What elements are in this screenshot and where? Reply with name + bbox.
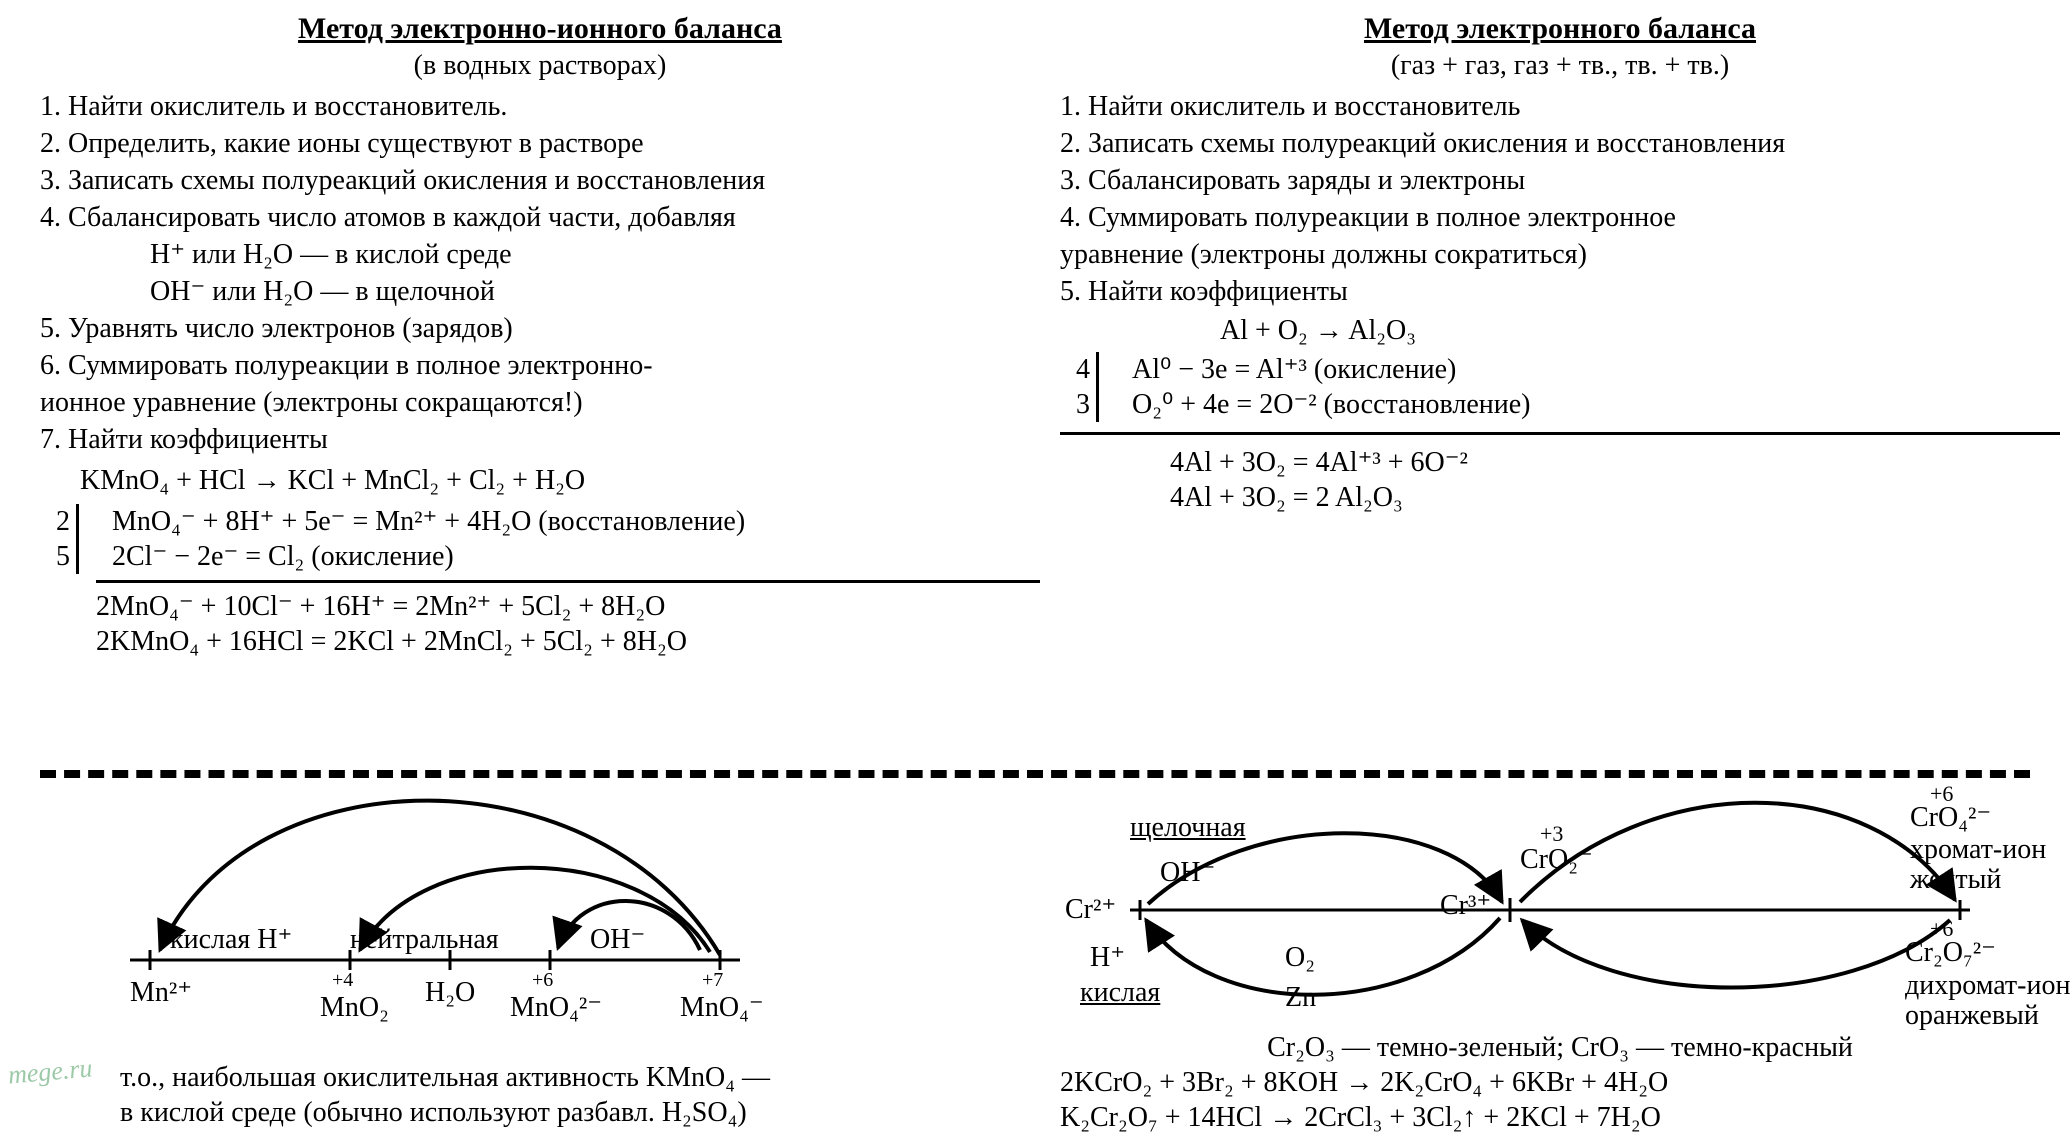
footer-line: т.о., наибольшая окислительная активност… bbox=[120, 1060, 1020, 1095]
right-main-equation: Al + O₂ → Al₂O₃ bbox=[1220, 313, 2060, 348]
multiplier: 3 bbox=[1060, 387, 1096, 422]
mn-diagram: кислая H⁺ нейтральная OH⁻ Mn²⁺ +4 MnO₂ H… bbox=[80, 790, 780, 1050]
step: 4. Суммировать полуреакции в полное элек… bbox=[1060, 200, 2060, 235]
cr-cr2o7: Cr₂O₇²⁻ bbox=[1905, 935, 1996, 970]
sum-eq: 4Al + 3O₂ = 4Al⁺³ + 6O⁻² bbox=[1170, 445, 2060, 480]
half-reaction-row: 3 O₂⁰ + 4e = 2O⁻² (восстановление) bbox=[1060, 387, 2060, 422]
cr-cro4-color: желтый bbox=[1910, 862, 2001, 897]
step-4a: H⁺ или H₂O — в кислой среде bbox=[150, 237, 1040, 272]
mn-neutral-label: нейтральная bbox=[350, 922, 499, 957]
cr-cro2: CrO₂⁻ bbox=[1520, 842, 1593, 877]
cr-oh-label: OH⁻ bbox=[1160, 855, 1215, 890]
sum-block: 2MnO₄⁻ + 10Cl⁻ + 16H⁺ = 2Mn²⁺ + 5Cl₂ + 8… bbox=[96, 580, 1040, 659]
cr-equation: 2KCrO₂ + 3Br₂ + 8KOH → 2K₂CrO₄ + 6KBr + … bbox=[1060, 1065, 2060, 1100]
sum-eq: 4Al + 3O₂ = 2 Al₂O₃ bbox=[1170, 480, 2060, 515]
cr-cro4: CrO₄²⁻ bbox=[1910, 800, 1991, 835]
cr-cr3: Cr³⁺ bbox=[1440, 888, 1491, 923]
sum-eq: 2MnO₄⁻ + 10Cl⁻ + 16H⁺ = 2Mn²⁺ + 5Cl₂ + 8… bbox=[96, 589, 1040, 624]
right-column: Метод электронного баланса (газ + газ, г… bbox=[1060, 10, 2060, 521]
sum-block: 4Al + 3O₂ = 4Al⁺³ + 6O⁻² 4Al + 3O₂ = 2 A… bbox=[1060, 432, 2060, 515]
mn-acid-label: кислая H⁺ bbox=[170, 922, 292, 957]
step: 4. Сбалансировать число атомов в каждой … bbox=[40, 200, 1040, 235]
dashed-separator bbox=[40, 770, 2030, 778]
step: 1. Найти окислитель и восстановитель. bbox=[40, 89, 1040, 124]
right-footer: Cr₂O₃ — темно-зеленый; CrO₃ — темно-крас… bbox=[1060, 1030, 2060, 1135]
cr-o2-label: O₂ bbox=[1285, 940, 1315, 975]
multiplier: 4 bbox=[1060, 352, 1096, 387]
half-reaction: MnO₄⁻ + 8H⁺ + 5e⁻ = Mn²⁺ + 4H₂O (восстан… bbox=[98, 504, 1040, 539]
vertical-bar bbox=[76, 504, 98, 539]
left-subtitle: (в водных растворах) bbox=[40, 48, 1040, 83]
half-reaction-row: 5 2Cl⁻ − 2e⁻ = Cl₂ (окисление) bbox=[40, 539, 1040, 574]
step: 3. Сбалансировать заряды и электроны bbox=[1060, 163, 2060, 198]
step: 5. Уравнять число электронов (зарядов) bbox=[40, 311, 1040, 346]
footer-line: в кислой среде (обычно используют разбав… bbox=[120, 1095, 1020, 1130]
mn-tick: H₂O bbox=[425, 975, 475, 1010]
step: ионное уравнение (электроны сокращаются!… bbox=[40, 385, 1040, 420]
mn-tick: MnO₂ bbox=[320, 990, 389, 1025]
cr-h-label: H⁺ bbox=[1090, 940, 1125, 975]
left-column: Метод электронно-ионного баланса (в водн… bbox=[40, 10, 1040, 665]
half-reaction: 2Cl⁻ − 2e⁻ = Cl₂ (окисление) bbox=[98, 539, 1040, 574]
left-title: Метод электронно-ионного баланса bbox=[40, 10, 1040, 48]
vertical-bar bbox=[1096, 387, 1118, 422]
multiplier: 5 bbox=[40, 539, 76, 574]
right-steps: 1. Найти окислитель и восстановитель 2. … bbox=[1060, 89, 2060, 309]
cr-alk-label: щелочная bbox=[1130, 810, 1246, 845]
cr-zn-label: Zn bbox=[1285, 980, 1316, 1015]
half-reaction: Al⁰ − 3e = Al⁺³ (окисление) bbox=[1118, 352, 2060, 387]
step: 2. Записать схемы полуреакций окисления … bbox=[1060, 126, 2060, 161]
step: 1. Найти окислитель и восстановитель bbox=[1060, 89, 2060, 124]
right-subtitle: (газ + газ, газ + тв., тв. + тв.) bbox=[1060, 48, 2060, 83]
step: 2. Определить, какие ионы существуют в р… bbox=[40, 126, 1040, 161]
cr-acid-label: кислая bbox=[1080, 975, 1160, 1010]
sum-eq: 2KMnO₄ + 16HCl = 2KCl + 2MnCl₂ + 5Cl₂ + … bbox=[96, 624, 1040, 659]
left-main-equation: KMnO₄ + HCl → KCl + MnCl₂ + Cl₂ + H₂O bbox=[80, 463, 1040, 498]
left-footer: т.о., наибольшая окислительная активност… bbox=[120, 1060, 1020, 1130]
mn-tick: Mn²⁺ bbox=[130, 975, 192, 1010]
left-steps: 1. Найти окислитель и восстановитель. 2.… bbox=[40, 89, 1040, 457]
mn-oh-label: OH⁻ bbox=[590, 922, 645, 957]
half-reaction-row: 4 Al⁰ − 3e = Al⁺³ (окисление) bbox=[1060, 352, 2060, 387]
watermark: mege.ru bbox=[7, 1052, 94, 1092]
cr-cr2o7-color: оранжевый bbox=[1905, 998, 2039, 1033]
mn-tick: MnO₄²⁻ bbox=[510, 990, 602, 1025]
step: 3. Записать схемы полуреакций окисления … bbox=[40, 163, 1040, 198]
half-reaction: O₂⁰ + 4e = 2O⁻² (восстановление) bbox=[1118, 387, 2060, 422]
cr-diagram: щелочная OH⁻ Cr²⁺ +3 CrO₂⁻ Cr³⁺ +6 CrO₄²… bbox=[1050, 780, 2050, 1040]
mn-tick: MnO₄⁻ bbox=[680, 990, 764, 1025]
vertical-bar bbox=[1096, 352, 1118, 387]
right-title: Метод электронного баланса bbox=[1060, 10, 2060, 48]
cr-equation: K₂Cr₂O₇ + 14HCl → 2CrCl₃ + 3Cl₂↑ + 2KCl … bbox=[1060, 1100, 2060, 1135]
step: 5. Найти коэффициенты bbox=[1060, 274, 2060, 309]
multiplier: 2 bbox=[40, 504, 76, 539]
step: 6. Суммировать полуреакции в полное элек… bbox=[40, 348, 1040, 383]
half-reaction-row: 2 MnO₄⁻ + 8H⁺ + 5e⁻ = Mn²⁺ + 4H₂O (восст… bbox=[40, 504, 1040, 539]
step-4b: OH⁻ или H₂O — в щелочной bbox=[150, 274, 1040, 309]
step: уравнение (электроны должны сократиться) bbox=[1060, 237, 2060, 272]
cr-cr2: Cr²⁺ bbox=[1065, 892, 1116, 927]
vertical-bar bbox=[76, 539, 98, 574]
step: 7. Найти коэффициенты bbox=[40, 422, 1040, 457]
cr-colors-line: Cr₂O₃ — темно-зеленый; CrO₃ — темно-крас… bbox=[1060, 1030, 2060, 1065]
